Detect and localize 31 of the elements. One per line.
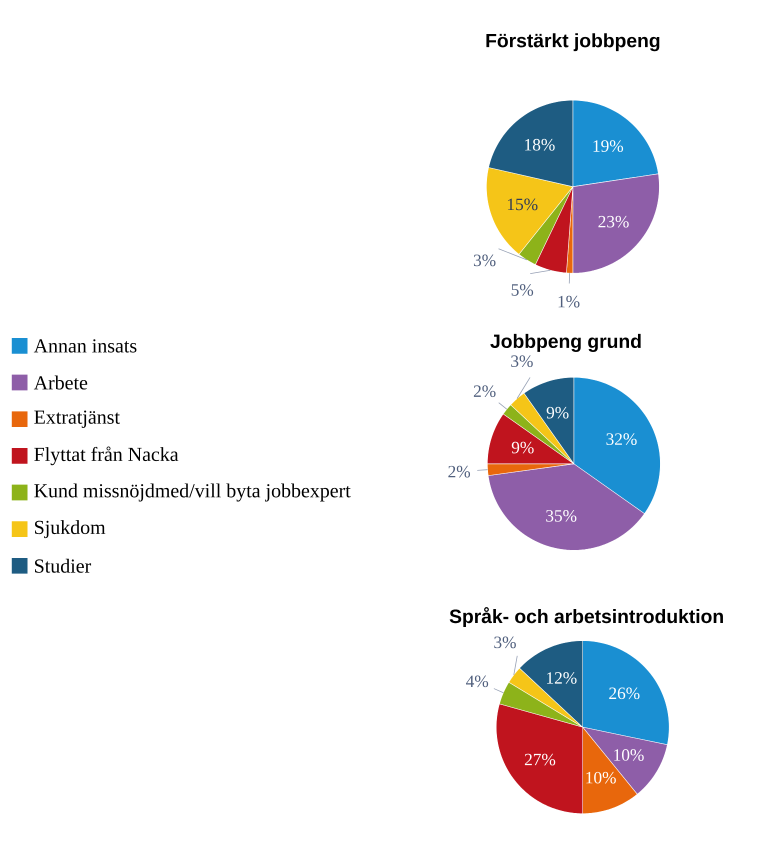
data-label: 19% xyxy=(594,140,624,152)
data-label: 5% xyxy=(512,284,534,296)
data-label: 32% xyxy=(606,433,637,445)
data-label: 1% xyxy=(558,296,580,308)
chart-title: Jobbpeng grund xyxy=(490,334,641,352)
data-label: 18% xyxy=(525,138,555,151)
data-label: 2% xyxy=(474,385,496,398)
data-label: 2% xyxy=(448,466,470,478)
data-label: 3% xyxy=(511,355,533,368)
chart-title: Förstärkt jobbpeng xyxy=(486,33,660,52)
data-label: 3% xyxy=(494,636,516,648)
data-label: 10% xyxy=(586,772,616,784)
data-label: 15% xyxy=(508,198,538,210)
data-label: 26% xyxy=(609,687,640,700)
data-label: 23% xyxy=(598,216,629,228)
data-label: 4% xyxy=(466,675,488,688)
data-label: 10% xyxy=(614,749,644,761)
data-label: 3% xyxy=(474,254,496,266)
chart-title: Språk- och arbetsintroduktion xyxy=(450,607,723,628)
data-label: 9% xyxy=(546,406,569,419)
legend-label: Extratjänst xyxy=(34,410,120,428)
data-label: 27% xyxy=(524,754,556,766)
data-label: 35% xyxy=(546,510,576,522)
data-label: 9% xyxy=(512,442,534,454)
legend-label: Studier xyxy=(35,558,92,573)
data-label: 12% xyxy=(547,672,577,684)
legend-label: Annan insats xyxy=(34,339,136,353)
legend-label: Arbete xyxy=(34,376,88,390)
legend-label: Kund missnöjdmed/vill byta jobbexpert xyxy=(34,483,351,502)
legend-label: Flyttat från Nacka xyxy=(34,446,178,466)
legend-label: Sjukdom xyxy=(35,520,106,538)
